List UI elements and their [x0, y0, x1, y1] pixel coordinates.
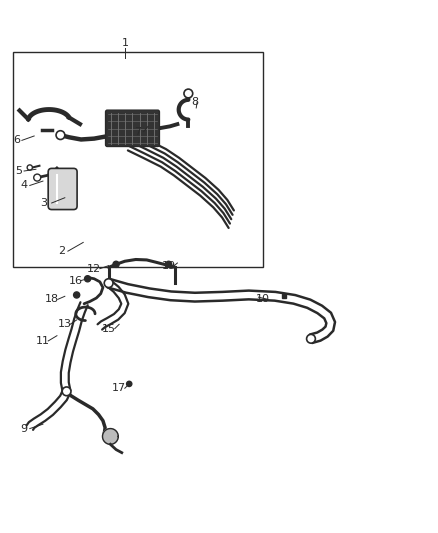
Circle shape — [34, 174, 41, 181]
Circle shape — [27, 165, 32, 170]
Text: 1: 1 — [121, 38, 128, 48]
Text: 16: 16 — [68, 276, 82, 286]
Text: 10: 10 — [256, 294, 270, 304]
Text: 3: 3 — [40, 198, 47, 208]
Circle shape — [307, 334, 315, 343]
Text: 12: 12 — [87, 264, 101, 273]
FancyBboxPatch shape — [106, 110, 159, 147]
Text: 9: 9 — [21, 424, 28, 433]
Circle shape — [127, 381, 132, 386]
FancyBboxPatch shape — [48, 168, 77, 209]
Circle shape — [85, 276, 91, 282]
Text: 17: 17 — [112, 383, 126, 393]
Circle shape — [56, 131, 65, 140]
Circle shape — [62, 387, 71, 395]
Text: 7: 7 — [134, 127, 141, 136]
Text: 15: 15 — [102, 324, 116, 334]
Text: 6: 6 — [13, 135, 20, 146]
Text: 13: 13 — [58, 319, 72, 329]
Text: 4: 4 — [21, 181, 28, 190]
Text: 19: 19 — [162, 261, 176, 271]
Text: 8: 8 — [191, 97, 198, 107]
Bar — [13, 52, 263, 266]
Circle shape — [113, 261, 119, 268]
Circle shape — [184, 89, 193, 98]
Polygon shape — [102, 429, 118, 445]
Text: 2: 2 — [58, 246, 65, 256]
Circle shape — [166, 261, 172, 268]
Text: 11: 11 — [36, 336, 50, 346]
Text: 18: 18 — [45, 294, 59, 304]
Circle shape — [74, 292, 80, 298]
Text: 5: 5 — [15, 166, 22, 176]
Circle shape — [104, 279, 113, 287]
